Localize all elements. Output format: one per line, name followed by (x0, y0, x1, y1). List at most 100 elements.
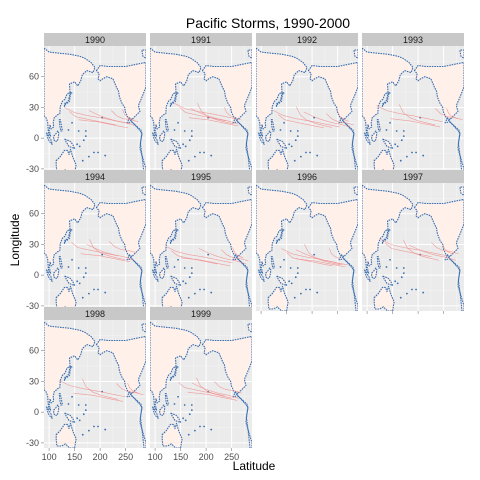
island (207, 253, 210, 256)
japan-land (169, 91, 179, 107)
new-guinea-land (382, 138, 394, 149)
island (203, 288, 205, 291)
island (173, 403, 176, 405)
japan-land (381, 228, 391, 244)
philippines-land (376, 119, 381, 132)
island (289, 130, 292, 132)
philippines-land (164, 119, 169, 132)
map-layer (362, 47, 464, 174)
island (184, 282, 187, 285)
facet-strip-label: 1997 (403, 172, 423, 182)
island (104, 291, 107, 294)
facet-panel: 1998 -30 0 30 60 100 150 200 250 (26, 307, 146, 462)
storm-track (303, 111, 351, 128)
storm-track (166, 246, 233, 264)
x-tick-label: 200 (199, 452, 214, 462)
sumatra-land (45, 269, 53, 282)
island (210, 291, 213, 294)
island (77, 130, 80, 132)
island (283, 121, 285, 124)
storm-track (191, 382, 239, 399)
island (184, 419, 187, 422)
island (395, 267, 398, 269)
island (288, 143, 291, 146)
sumatra-land (364, 132, 371, 145)
australia-land (161, 422, 183, 448)
borneo-land (371, 267, 378, 279)
island (187, 159, 190, 162)
island (385, 129, 388, 131)
map-layer (150, 184, 252, 311)
borneo-land (53, 404, 60, 416)
island (183, 267, 186, 269)
facet-strip (256, 170, 358, 183)
island (81, 296, 84, 299)
island (210, 154, 213, 157)
storm-track (329, 248, 341, 260)
storm-track (376, 105, 443, 123)
y-tick-label: 30 (29, 376, 39, 386)
storm-track (188, 117, 239, 127)
facet-strip-label: 1998 (85, 309, 105, 319)
asia-land (150, 184, 202, 274)
island (104, 428, 107, 431)
island (67, 266, 70, 268)
island (313, 116, 316, 119)
storm-track (190, 108, 238, 125)
island (389, 121, 391, 124)
storm-track (71, 242, 118, 256)
facet-strip-label: 1999 (191, 309, 211, 319)
island (402, 130, 405, 132)
island (190, 130, 193, 132)
island (415, 288, 417, 291)
island (82, 413, 85, 416)
island (290, 282, 293, 285)
y-tick-label: 30 (29, 239, 39, 249)
island (173, 129, 176, 131)
island (67, 403, 70, 405)
north-america-land (201, 198, 252, 311)
island (193, 155, 196, 158)
island (279, 129, 282, 131)
storm-track (295, 258, 346, 268)
island (316, 291, 319, 294)
island (394, 280, 397, 283)
map-layer (256, 184, 358, 311)
island (199, 288, 201, 291)
japan-land (63, 365, 73, 381)
australia-land (55, 422, 77, 448)
philippines-land (270, 256, 275, 269)
island (101, 253, 104, 256)
storm-track (232, 247, 244, 259)
storm-track (178, 382, 225, 397)
island (97, 151, 99, 154)
facet-strip (362, 170, 464, 183)
island (190, 409, 193, 412)
island (81, 433, 84, 436)
facet-panel: 1996 (256, 170, 358, 314)
island (293, 159, 296, 162)
island (177, 395, 179, 398)
island (84, 130, 87, 132)
island (299, 292, 302, 295)
island (389, 258, 391, 261)
island (173, 266, 176, 268)
philippines-land (164, 393, 169, 406)
island (402, 135, 405, 138)
asia-land (256, 184, 308, 274)
island (84, 409, 87, 412)
island (395, 130, 398, 132)
island (316, 154, 319, 157)
island (177, 258, 179, 261)
y-tick-label: 60 (29, 72, 39, 82)
y-tick-label: 0 (34, 270, 39, 280)
storm-track (296, 106, 333, 128)
island (193, 292, 196, 295)
storm-track (286, 252, 333, 267)
north-america-land (95, 198, 146, 311)
storm-track (82, 378, 119, 400)
borneo-land (371, 130, 378, 142)
x-tick-label: 150 (173, 452, 188, 462)
australia-land (267, 285, 289, 311)
facet-strip (44, 33, 146, 46)
